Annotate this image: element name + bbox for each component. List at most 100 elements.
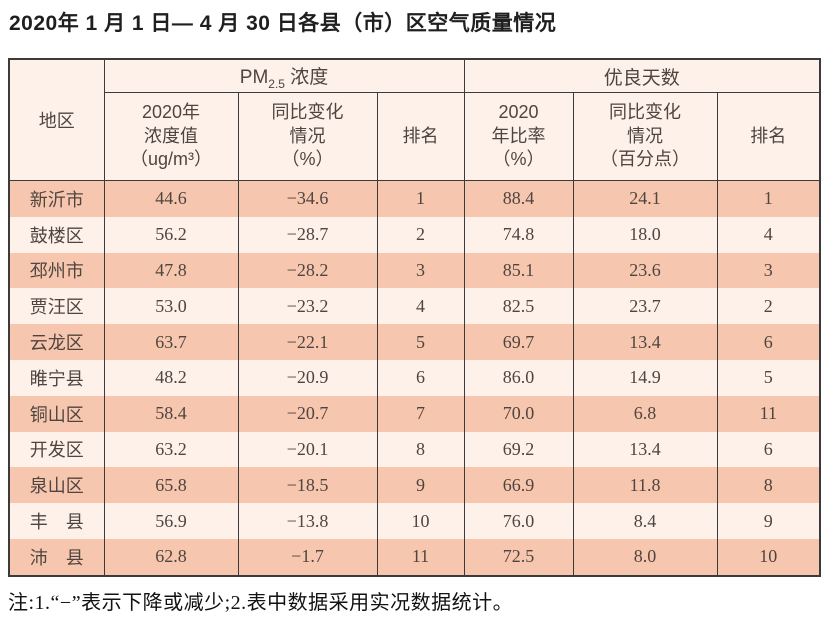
value-cell: 8.0 — [572, 538, 718, 576]
value-cell: 10 — [716, 538, 821, 576]
region-cell: 新沂市 — [8, 180, 105, 217]
value-cell: 4 — [716, 216, 821, 253]
pm25-subscript: 2.5 — [268, 76, 285, 91]
value-cell: 4 — [376, 288, 465, 325]
region-cell: 邳州市 — [8, 252, 105, 289]
value-cell: −20.7 — [237, 395, 378, 432]
value-cell: 2 — [716, 288, 821, 325]
region-cell: 贾汪区 — [8, 288, 105, 325]
value-cell: 56.9 — [103, 503, 239, 539]
value-cell: −1.7 — [237, 538, 378, 576]
value-cell: 56.2 — [103, 216, 239, 253]
value-cell: 9 — [376, 467, 465, 504]
value-cell: 47.8 — [103, 252, 239, 289]
col-header-pm25-rank: 排名 — [376, 92, 465, 181]
value-cell: 76.0 — [463, 503, 574, 539]
value-cell: 13.4 — [572, 431, 718, 468]
value-cell: 6 — [716, 431, 821, 468]
table-body: 新沂市 44.6 −34.6 1 88.4 24.1 1 鼓楼区 56.2 −28.7 2 74.8 1… — [8, 180, 821, 576]
value-cell: 6 — [716, 324, 821, 360]
pm25-label-suffix: 浓度 — [284, 66, 329, 88]
value-cell: 7 — [376, 395, 465, 432]
table-row: 丰 县 56.9 −13.8 10 76.0 8.4 9 — [8, 503, 821, 539]
table-row: 鼓楼区 56.2 −28.7 2 74.8 18.0 4 — [8, 216, 821, 253]
col-header-pm25-value: 2020年 浓度值 （ug/m³） — [103, 92, 239, 181]
value-cell: 62.8 — [103, 538, 239, 576]
table-row: 开发区 63.2 −20.1 8 69.2 13.4 6 — [8, 431, 821, 468]
table-row: 泉山区 65.8 −18.5 9 66.9 11.8 8 — [8, 467, 821, 504]
region-cell: 铜山区 — [8, 395, 105, 432]
air-quality-table: 地区 PM2.5 浓度 优良天数 2020年 浓度值 （ug/m³） 同比变化 … — [8, 58, 822, 577]
region-cell: 沛 县 — [8, 538, 105, 576]
value-cell: 65.8 — [103, 467, 239, 504]
value-cell: 82.5 — [463, 288, 574, 325]
value-cell: 69.2 — [463, 431, 574, 468]
value-cell: 85.1 — [463, 252, 574, 289]
value-cell: 48.2 — [103, 359, 239, 396]
pm25-label-prefix: PM — [239, 66, 269, 88]
value-cell: 86.0 — [463, 359, 574, 396]
value-cell: 70.0 — [463, 395, 574, 432]
value-cell: −18.5 — [237, 467, 378, 504]
col-header-pm25-change: 同比变化 情况 （%） — [237, 92, 378, 181]
value-cell: 3 — [376, 252, 465, 289]
value-cell: −13.8 — [237, 503, 378, 539]
table-row: 云龙区 63.7 −22.1 5 69.7 13.4 6 — [8, 324, 821, 360]
pm25-group-header: PM2.5 浓度 — [103, 59, 465, 93]
value-cell: 53.0 — [103, 288, 239, 325]
value-cell: 3 — [716, 252, 821, 289]
table-row: 铜山区 58.4 −20.7 7 70.0 6.8 11 — [8, 395, 821, 432]
value-cell: 5 — [716, 359, 821, 396]
value-cell: −28.2 — [237, 252, 378, 289]
value-cell: 1 — [716, 180, 821, 217]
col-header-good-change: 同比变化 情况 （百分点） — [572, 92, 718, 181]
value-cell: 88.4 — [463, 180, 574, 217]
value-cell: 6 — [376, 359, 465, 396]
value-cell: 63.7 — [103, 324, 239, 360]
value-cell: −22.1 — [237, 324, 378, 360]
value-cell: 8.4 — [572, 503, 718, 539]
value-cell: 11 — [716, 395, 821, 432]
col-header-good-rate: 2020 年比率 （%） — [463, 92, 574, 181]
value-cell: 8 — [716, 467, 821, 504]
value-cell: 72.5 — [463, 538, 574, 576]
value-cell: −28.7 — [237, 216, 378, 253]
value-cell: 6.8 — [572, 395, 718, 432]
region-cell: 开发区 — [8, 431, 105, 468]
value-cell: 5 — [376, 324, 465, 360]
value-cell: 69.7 — [463, 324, 574, 360]
value-cell: 11.8 — [572, 467, 718, 504]
footnote: 注:1.“−”表示下降或减少;2.表中数据采用实况数据统计。 — [8, 592, 514, 614]
good-days-group-header: 优良天数 — [463, 59, 821, 93]
value-cell: 74.8 — [463, 216, 574, 253]
value-cell: 44.6 — [103, 180, 239, 217]
value-cell: 10 — [376, 503, 465, 539]
sub-header-row: 2020年 浓度值 （ug/m³） 同比变化 情况 （%） 排名 2020 年比… — [9, 92, 821, 181]
value-cell: −20.1 — [237, 431, 378, 468]
value-cell: 63.2 — [103, 431, 239, 468]
region-cell: 睢宁县 — [8, 359, 105, 396]
value-cell: 13.4 — [572, 324, 718, 360]
value-cell: −34.6 — [237, 180, 378, 217]
value-cell: 2 — [376, 216, 465, 253]
table-row: 邳州市 47.8 −28.2 3 85.1 23.6 3 — [8, 252, 821, 289]
value-cell: 23.7 — [572, 288, 718, 325]
region-cell: 泉山区 — [8, 467, 105, 504]
value-cell: −23.2 — [237, 288, 378, 325]
region-cell: 鼓楼区 — [8, 216, 105, 253]
value-cell: 14.9 — [572, 359, 718, 396]
value-cell: 66.9 — [463, 467, 574, 504]
value-cell: 23.6 — [572, 252, 718, 289]
value-cell: −20.9 — [237, 359, 378, 396]
region-column-header: 地区 — [8, 59, 105, 181]
page-title: 2020年 1 月 1 日— 4 月 30 日各县（市）区空气质量情况 — [9, 12, 557, 35]
region-cell: 丰 县 — [8, 503, 105, 539]
value-cell: 58.4 — [103, 395, 239, 432]
table-row: 贾汪区 53.0 −23.2 4 82.5 23.7 2 — [8, 288, 821, 325]
value-cell: 24.1 — [572, 180, 718, 217]
value-cell: 1 — [376, 180, 465, 217]
table-row: 新沂市 44.6 −34.6 1 88.4 24.1 1 — [8, 180, 821, 217]
value-cell: 11 — [376, 538, 465, 576]
value-cell: 8 — [376, 431, 465, 468]
group-header-row: 地区 PM2.5 浓度 优良天数 — [8, 59, 821, 181]
